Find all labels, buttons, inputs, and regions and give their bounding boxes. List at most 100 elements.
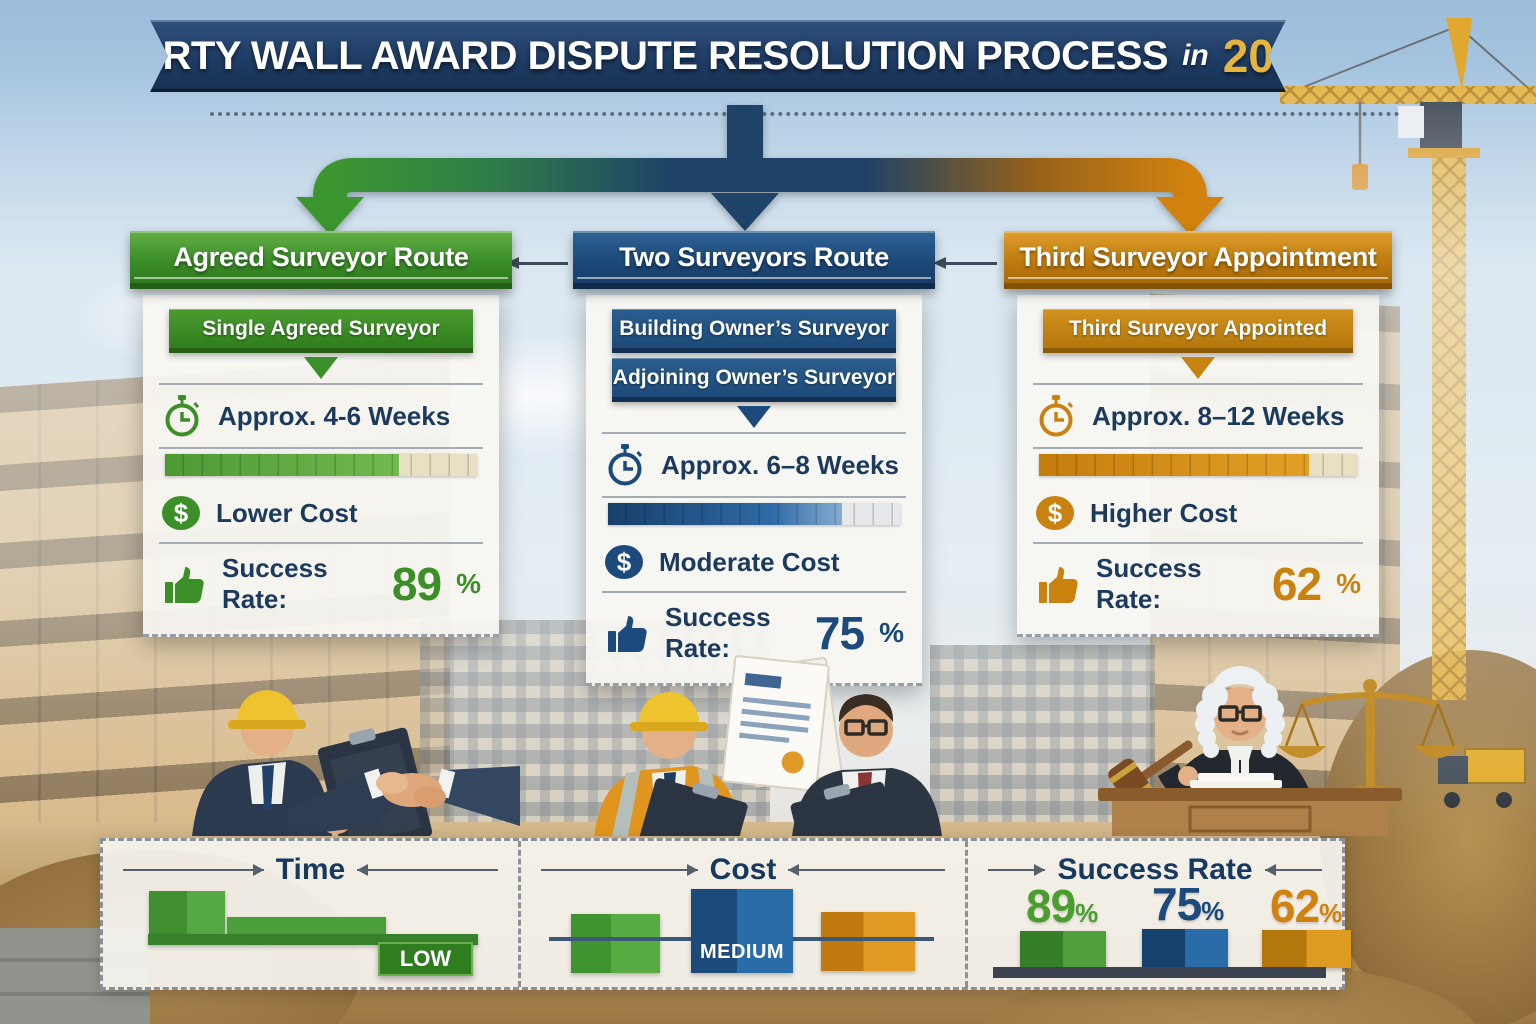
success-rate-comparison-panel: Success Rate 89% 75% 62% (965, 841, 1351, 987)
surveyor-and-handshake-illustration (192, 690, 520, 836)
arrow-down-navy-icon (711, 193, 779, 231)
route-header: Third Surveyor Appointment (1004, 231, 1392, 289)
dollar-coin-icon: $ (161, 493, 201, 533)
time-row: Approx. 4-6 Weeks (143, 385, 499, 447)
cost-row: $ Moderate Cost (586, 533, 922, 591)
cost-row: $ Lower Cost (143, 484, 499, 542)
success-rate-label: Success Rate: (222, 553, 328, 614)
step-banner: Building Owner’s Surveyor (612, 309, 896, 353)
route-header: Agreed Surveyor Route (130, 231, 512, 289)
time-label: Approx. 6–8 Weeks (661, 449, 899, 480)
cost-bar-third-surveyor (821, 912, 915, 971)
success-bar-two-surveyors (1142, 929, 1228, 968)
success-rate-label: Success Rate: (665, 602, 771, 663)
time-progress-bar (608, 503, 900, 525)
thumbs-up-icon (161, 562, 207, 606)
route-steps: Building Owner’s Surveyor Adjoining Owne… (586, 295, 922, 402)
time-row: Approx. 8–12 Weeks (1017, 385, 1379, 447)
divider (1033, 383, 1363, 385)
flow-branch-arrows (296, 105, 1224, 235)
award-documents (721, 655, 843, 792)
success-rate-value: 89 (391, 558, 442, 610)
cost-label: Higher Cost (1090, 497, 1238, 528)
route-panel: Building Owner’s Surveyor Adjoining Owne… (586, 295, 922, 686)
route-two-surveyors: Two Surveyors Route Building Owner’s Sur… (573, 231, 935, 686)
time-progress-bar (165, 454, 477, 476)
route-panel: Third Surveyor Appointed Approx. 8–12 We… (1017, 295, 1379, 637)
divider (1033, 542, 1363, 544)
dotted-separator (210, 112, 1400, 116)
success-rate-label: Success Rate: (1096, 553, 1202, 614)
judge-illustration (1098, 666, 1460, 836)
cost-row: $ Higher Cost (1017, 484, 1379, 542)
adjoining-owner-surveyor (790, 694, 942, 836)
title-connector: in (1182, 39, 1209, 72)
divider (159, 447, 483, 449)
success-bar-third-surveyor (1262, 930, 1351, 968)
comparison-strip: Time LOW Cost MEDIUM Success R (100, 838, 1351, 990)
time-label: Approx. 8–12 Weeks (1092, 400, 1345, 431)
success-pct-two-surveyors: 75% (1152, 878, 1224, 930)
success-pct-third-surveyor: 62% (1270, 880, 1342, 932)
thumbs-up-icon (604, 611, 650, 655)
two-surveyors-illustration (594, 655, 942, 836)
time-label: Approx. 4-6 Weeks (218, 400, 451, 431)
route-panel: Single Agreed Surveyor Approx. 4-6 Weeks (143, 295, 499, 637)
building-owner-surveyor (594, 692, 748, 836)
title-banner: PARTY WALL AWARD DISPUTE RESOLUTION PROC… (150, 20, 1286, 92)
divider (159, 542, 483, 544)
success-rate-value: 75 (814, 607, 865, 659)
time-bar (227, 917, 386, 934)
divider (159, 383, 483, 385)
cost-label: Lower Cost (216, 497, 358, 528)
svg-text:$: $ (617, 547, 632, 577)
success-rate-row: Success Rate: 75% (586, 593, 922, 673)
route-third-surveyor: Third Surveyor Appointment Third Surveyo… (1004, 231, 1392, 637)
divider (602, 591, 906, 593)
handshake (288, 766, 520, 836)
arrow-line-icon (788, 864, 946, 876)
success-baseline-bar (993, 967, 1326, 978)
thumbs-up-icon (1035, 562, 1081, 606)
step-banner: Third Surveyor Appointed (1043, 309, 1353, 353)
panel-title: Time (275, 853, 346, 886)
svg-text:$: $ (1048, 498, 1063, 528)
cost-bar-agreed (571, 914, 660, 973)
arrow-left-connector-icon (506, 257, 568, 269)
dollar-coin-icon: $ (604, 542, 644, 582)
success-rate-row: Success Rate: 89% (143, 544, 499, 624)
route-agreed-surveyor: Agreed Surveyor Route Single Agreed Surv… (130, 231, 512, 637)
arrow-line-icon (357, 864, 499, 876)
time-baseline-bar (148, 934, 478, 945)
page-title: PARTY WALL AWARD DISPUTE RESOLUTION PROC… (110, 33, 1169, 78)
arrow-line-icon (541, 864, 698, 876)
dollar-coin-icon: $ (1035, 493, 1075, 533)
step-banner: Single Agreed Surveyor (169, 309, 473, 353)
time-badge: LOW (378, 942, 473, 976)
arrow-line-icon (123, 864, 264, 876)
panel-title: Success Rate (1057, 853, 1253, 886)
divider (602, 432, 906, 434)
arrow-left-connector-icon (933, 257, 997, 269)
arrow-line-icon (988, 864, 1046, 876)
stopwatch-icon (161, 394, 203, 438)
success-rate-row: Success Rate: 62% (1017, 544, 1379, 624)
panel-title: Cost (709, 853, 777, 886)
stopwatch-icon (604, 443, 646, 487)
divider (1033, 447, 1363, 449)
success-pct-agreed: 89% (1026, 880, 1098, 932)
arrow-down-orange-icon (1156, 197, 1224, 235)
divider (602, 496, 906, 498)
cost-badge: MEDIUM (699, 941, 785, 963)
podium (1098, 773, 1402, 836)
time-bar (149, 891, 225, 934)
scales-of-justice-icon (1278, 679, 1460, 798)
flow-band (313, 158, 1207, 201)
time-row: Approx. 6–8 Weeks (586, 434, 922, 496)
cost-bar-two-surveyors: MEDIUM (691, 889, 793, 973)
time-comparison-panel: Time LOW (103, 841, 518, 987)
route-header: Two Surveyors Route (573, 231, 935, 289)
cost-label: Moderate Cost (659, 546, 840, 577)
step-banner: Adjoining Owner’s Surveyor (612, 358, 896, 402)
